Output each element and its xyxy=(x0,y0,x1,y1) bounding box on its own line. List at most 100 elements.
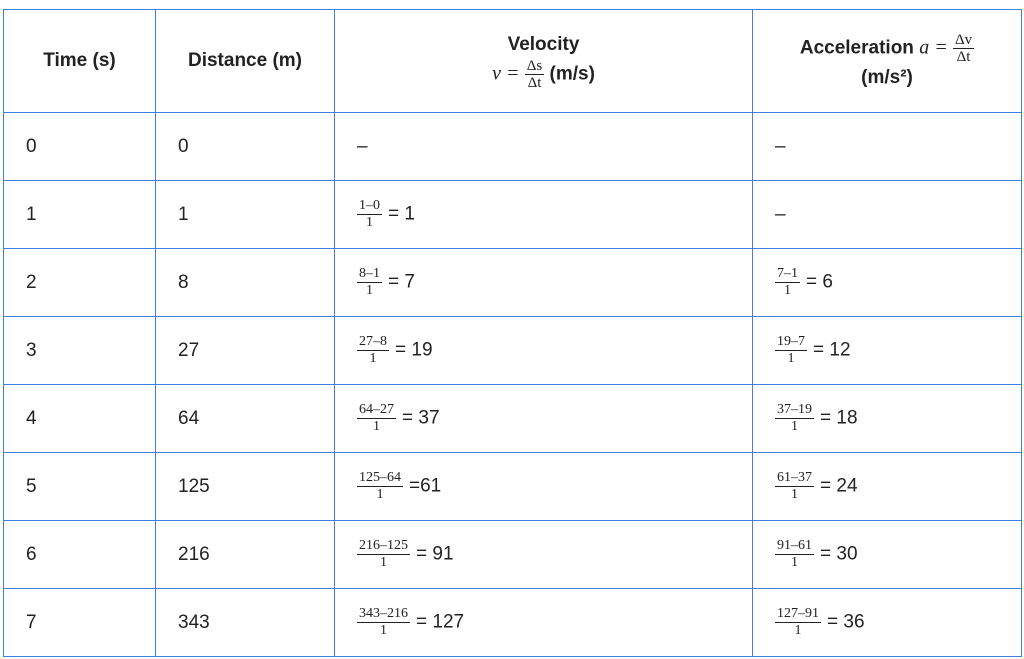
velocity-denominator: 1 xyxy=(380,623,387,638)
acceleration-cell: 37–19 1 = 18 xyxy=(752,384,1022,453)
velocity-cell: 1–0 1 = 1 xyxy=(334,180,753,249)
acceleration-denominator: 1 xyxy=(791,419,798,434)
table-row: 5 125 125–64 1 =61 61–37 1 = 24 xyxy=(3,452,1022,521)
header-time: Time (s) xyxy=(3,9,156,113)
time-cell: 7 xyxy=(3,588,156,657)
acceleration-denominator: 1 xyxy=(787,351,795,366)
acceleration-numerator: 61–37 xyxy=(775,470,814,487)
table-row: 1 1 1–0 1 = 1– xyxy=(3,180,1022,249)
velocity-cell: – xyxy=(334,112,753,181)
velocity-result: = 37 xyxy=(402,407,440,429)
distance-cell: 0 xyxy=(155,112,335,181)
acceleration-cell: – xyxy=(752,112,1022,181)
table-row: 2 8 8–1 1 = 7 7–1 1 = 6 xyxy=(3,248,1022,317)
velocity-result: = 91 xyxy=(416,543,454,565)
time-cell: 3 xyxy=(3,316,156,385)
header-row: Time (s) Distance (m) Velocity v = Δs Δt … xyxy=(3,9,1022,113)
acceleration-fraction: 91–61 1 xyxy=(775,538,814,571)
header-acceleration: Acceleration a = Δv Δt (m/s²) xyxy=(752,9,1022,113)
acceleration-cell: 91–61 1 = 30 xyxy=(752,520,1022,589)
velocity-denominator: 1 xyxy=(366,215,373,230)
velocity-numerator: 125–64 xyxy=(357,470,403,487)
acceleration-numerator: 7–1 xyxy=(775,266,800,283)
acceleration-result: = 36 xyxy=(827,611,865,633)
acceleration-dash: – xyxy=(775,135,786,157)
velocity-cell: 343–216 1 = 127 xyxy=(334,588,753,657)
velocity-numerator: 216–125 xyxy=(357,538,410,555)
velocity-result: =61 xyxy=(409,475,442,497)
velocity-fraction: 64–27 1 xyxy=(357,402,396,435)
acceleration-fraction: 7–1 1 xyxy=(775,266,800,299)
velocity-formula-fraction: Δs Δt xyxy=(524,57,545,91)
velocity-fraction: 27–8 1 xyxy=(357,334,389,367)
velocity-cell: 216–125 1 = 91 xyxy=(334,520,753,589)
velocity-result: = 19 xyxy=(395,339,433,361)
accel-formula-fraction: Δv Δt xyxy=(952,31,975,65)
velocity-numerator: 1–0 xyxy=(357,198,382,215)
velocity-title: Velocity xyxy=(507,33,580,55)
acceleration-fraction: 127–91 1 xyxy=(775,606,821,639)
table-row: 6 216 216–125 1 = 91 91–61 1 = 30 xyxy=(3,520,1022,589)
velocity-fraction: 8–1 1 xyxy=(357,266,382,299)
accel-unit: (m/s²) xyxy=(861,66,913,88)
velocity-lhs: v = xyxy=(492,62,520,85)
velocity-numerator: 64–27 xyxy=(357,402,396,419)
table-row: 4 64 64–27 1 = 37 37–19 1 = 18 xyxy=(3,384,1022,453)
velocity-dash: – xyxy=(357,135,368,157)
distance-cell: 8 xyxy=(155,248,335,317)
velocity-cell: 8–1 1 = 7 xyxy=(334,248,753,317)
velocity-result: = 7 xyxy=(388,271,415,293)
velocity-numerator: 8–1 xyxy=(357,266,382,283)
acceleration-numerator: 19–7 xyxy=(775,334,807,351)
velocity-cell: 27–8 1 = 19 xyxy=(334,316,753,385)
table-row: 7 343 343–216 1 = 127 127–91 1 = 36 xyxy=(3,588,1022,657)
velocity-denominator: 1 xyxy=(376,487,384,502)
acceleration-result: = 30 xyxy=(820,543,858,565)
distance-cell: 125 xyxy=(155,452,335,521)
velocity-result: = 127 xyxy=(416,611,465,633)
acceleration-fraction: 37–19 1 xyxy=(775,402,814,435)
accel-lhs: a = xyxy=(919,36,948,59)
distance-cell: 27 xyxy=(155,316,335,385)
accel-title: Acceleration xyxy=(799,37,914,59)
acceleration-denominator: 1 xyxy=(791,555,798,570)
velocity-cell: 64–27 1 = 37 xyxy=(334,384,753,453)
velocity-cell: 125–64 1 =61 xyxy=(334,452,753,521)
velocity-unit: (m/s) xyxy=(549,63,595,85)
table-row: 0 0– – xyxy=(3,112,1022,181)
velocity-denominator: 1 xyxy=(373,419,380,434)
distance-cell: 343 xyxy=(155,588,335,657)
acceleration-result: = 18 xyxy=(820,407,858,429)
acceleration-result: = 6 xyxy=(806,271,833,293)
time-cell: 2 xyxy=(3,248,156,317)
time-cell: 6 xyxy=(3,520,156,589)
table-row: 3 27 27–8 1 = 19 19–7 1 = 12 xyxy=(3,316,1022,385)
acceleration-cell: 127–91 1 = 36 xyxy=(752,588,1022,657)
acceleration-numerator: 37–19 xyxy=(775,402,814,419)
header-distance: Distance (m) xyxy=(155,9,335,113)
acceleration-numerator: 91–61 xyxy=(775,538,814,555)
acceleration-result: = 12 xyxy=(813,339,851,361)
velocity-numerator: 343–216 xyxy=(357,606,410,623)
velocity-numerator: 27–8 xyxy=(357,334,389,351)
time-cell: 4 xyxy=(3,384,156,453)
velocity-denominator: 1 xyxy=(369,351,377,366)
acceleration-numerator: 127–91 xyxy=(775,606,821,623)
acceleration-denominator: 1 xyxy=(794,623,802,638)
acceleration-result: = 24 xyxy=(820,475,858,497)
distance-cell: 64 xyxy=(155,384,335,453)
acceleration-denominator: 1 xyxy=(791,487,798,502)
time-cell: 0 xyxy=(3,112,156,181)
acceleration-cell: 7–1 1 = 6 xyxy=(752,248,1022,317)
velocity-fraction: 125–64 1 xyxy=(357,470,403,503)
time-cell: 5 xyxy=(3,452,156,521)
distance-cell: 1 xyxy=(155,180,335,249)
acceleration-fraction: 19–7 1 xyxy=(775,334,807,367)
velocity-fraction: 343–216 1 xyxy=(357,606,410,639)
velocity-result: = 1 xyxy=(388,203,415,225)
acceleration-denominator: 1 xyxy=(784,283,791,298)
velocity-fraction: 1–0 1 xyxy=(357,198,382,231)
velocity-fraction: 216–125 1 xyxy=(357,538,410,571)
acceleration-cell: 19–7 1 = 12 xyxy=(752,316,1022,385)
acceleration-cell: 61–37 1 = 24 xyxy=(752,452,1022,521)
